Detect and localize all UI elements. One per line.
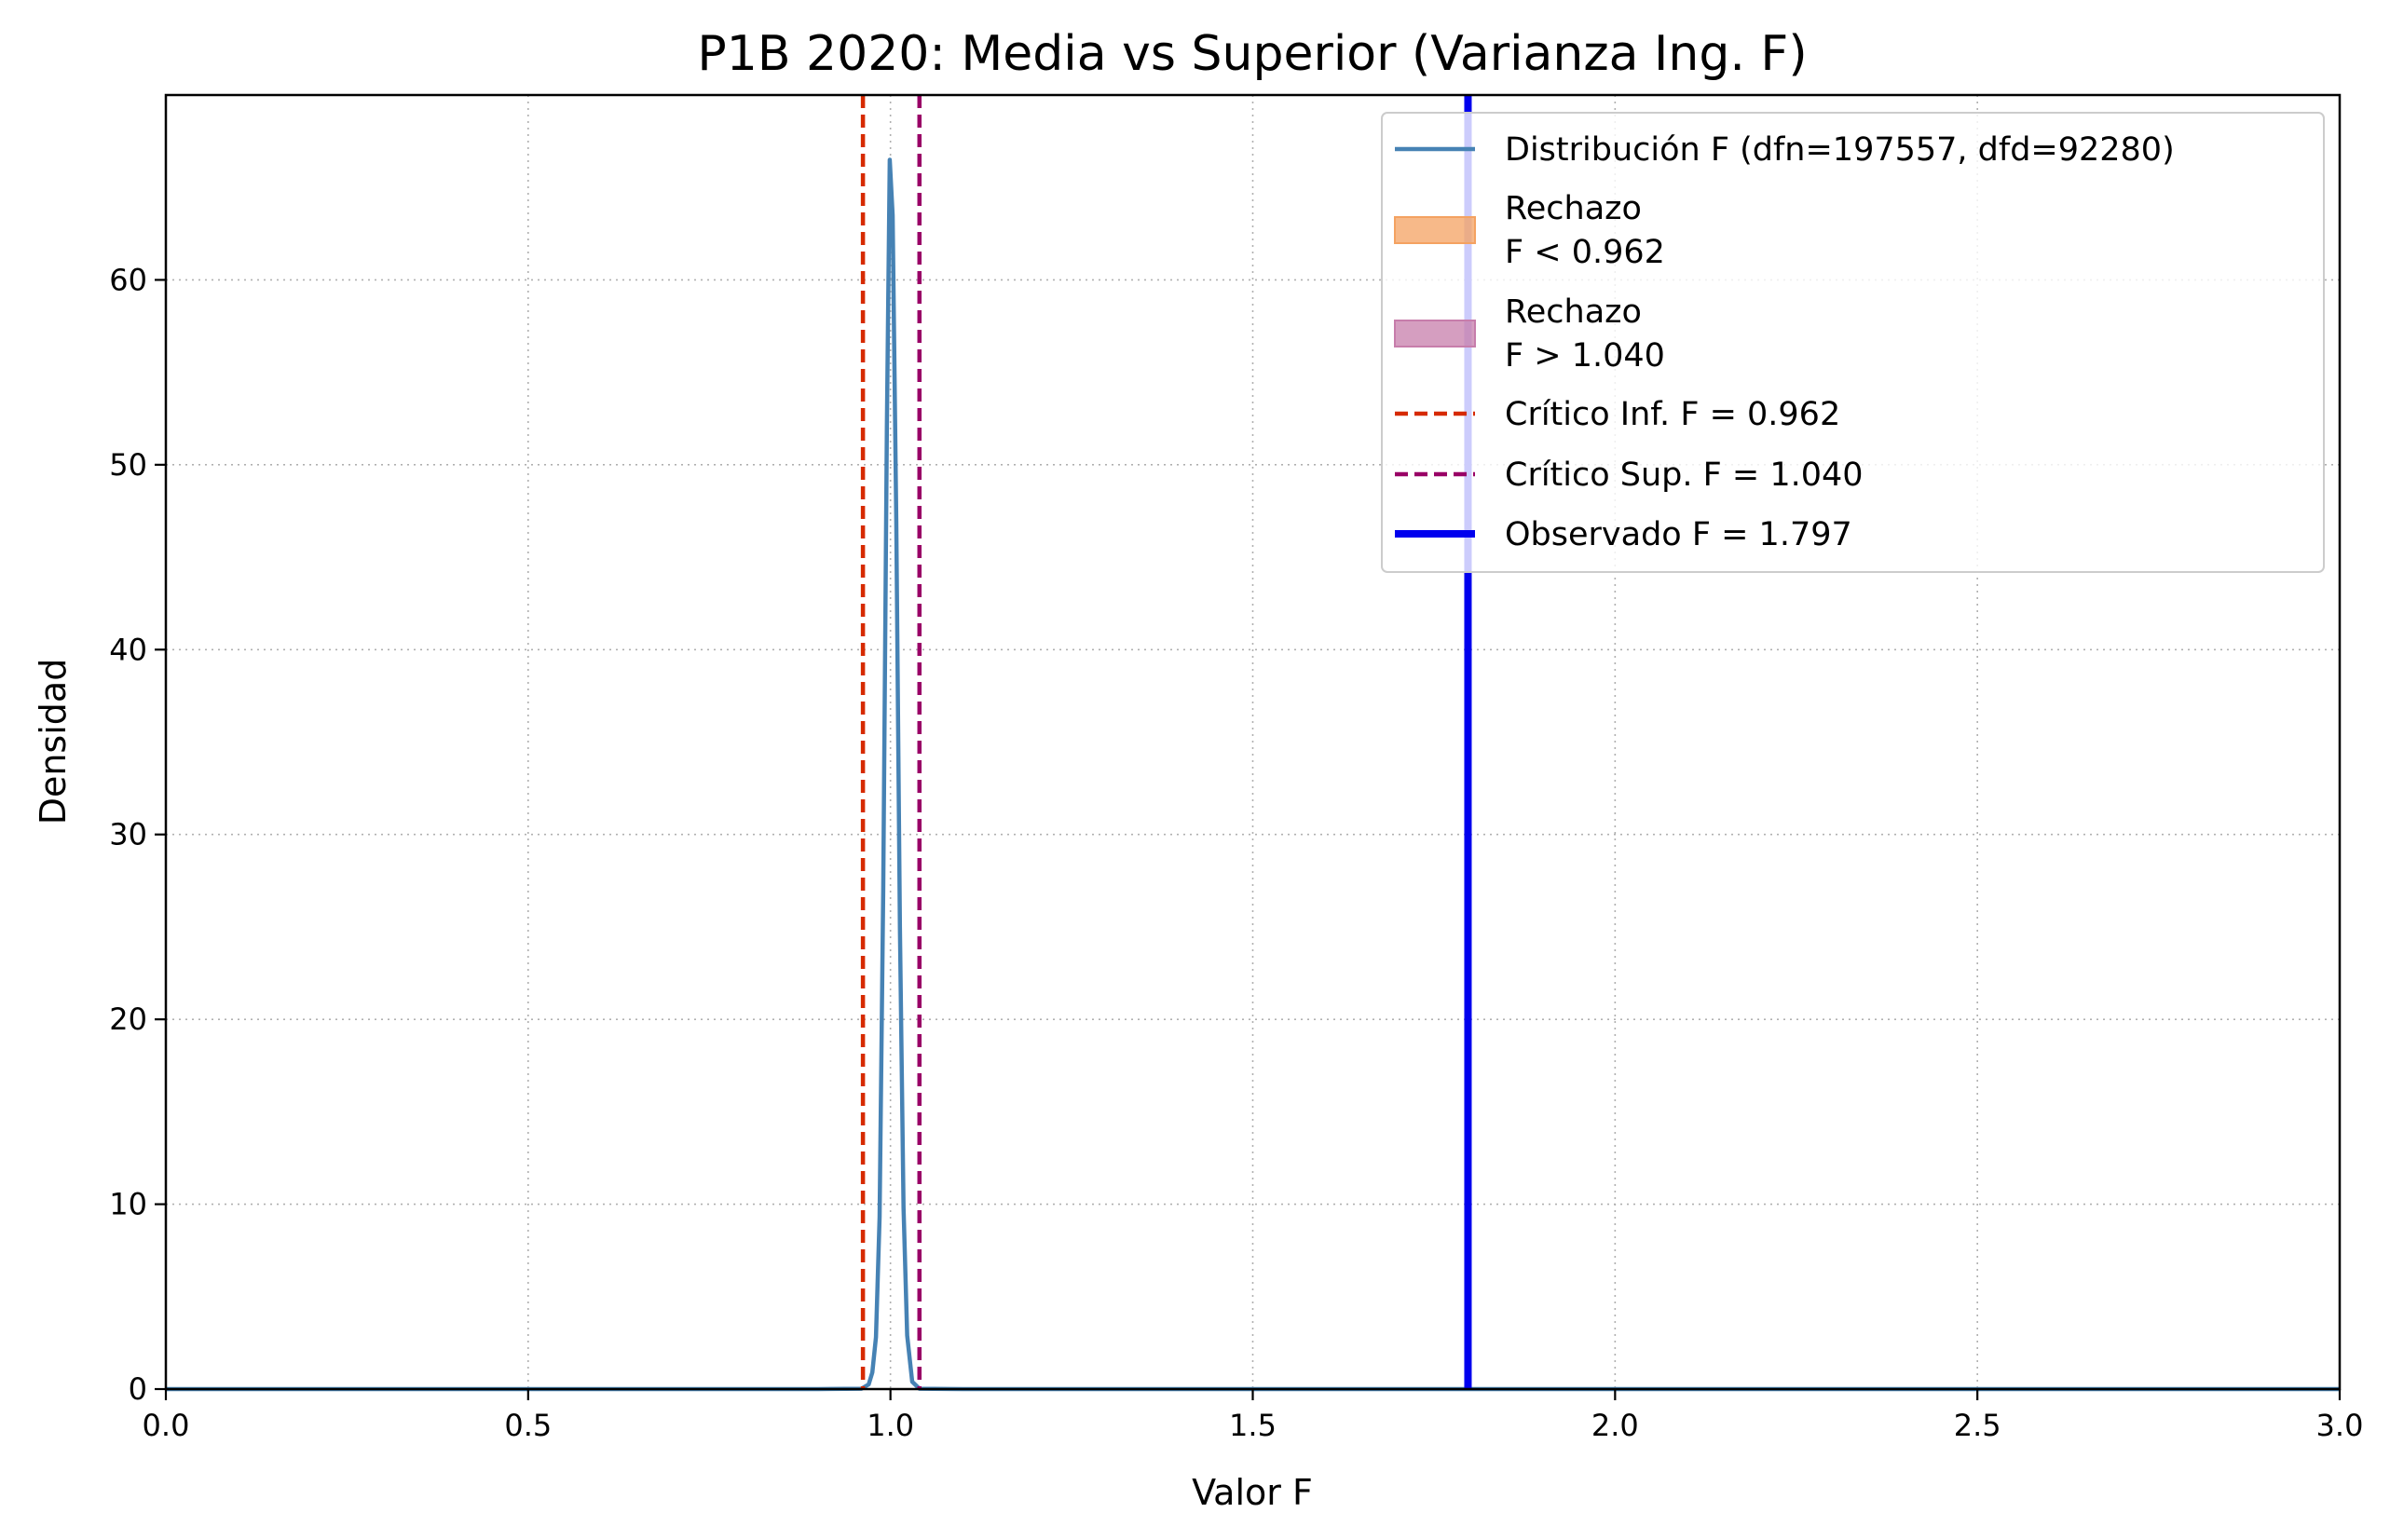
legend-label-density: Distribución F (dfn=197557, dfd=92280) [1505, 131, 2175, 169]
x-tick-label: 3.0 [2316, 1408, 2364, 1443]
y-axis-label: Densidad [33, 659, 74, 825]
y-tick-label: 10 [109, 1187, 147, 1222]
x-axis-label: Valor F [1192, 1472, 1313, 1513]
legend-label-rejection-upper-line2: F > 1.040 [1505, 337, 1665, 375]
legend-label-critical-lower-line: Crítico Inf. F = 0.962 [1505, 396, 1840, 433]
legend-label-rejection-upper-line1: Rechazo [1505, 293, 1642, 331]
x-tick-label: 2.5 [1954, 1408, 2001, 1443]
x-tick-label: 1.5 [1229, 1408, 1277, 1443]
legend-handle-rejection-upper [1394, 320, 1476, 348]
density-curve [166, 157, 2340, 1392]
x-tick-label: 0.5 [504, 1408, 552, 1443]
legend-label-observed-line: Observado F = 1.797 [1505, 516, 1852, 553]
chart-title: P1B 2020: Media vs Superior (Varianza In… [697, 26, 1807, 82]
y-tick-label: 20 [109, 1002, 147, 1037]
y-tick-label: 50 [109, 447, 147, 483]
x-tick-label: 2.0 [1591, 1408, 1639, 1443]
y-tick-label: 60 [109, 262, 147, 297]
legend-label-rejection-lower-line1: Rechazo [1505, 190, 1642, 227]
y-tick-label: 30 [109, 817, 147, 852]
legend-handle-rejection-lower [1394, 216, 1476, 244]
legend-box [1381, 112, 2325, 573]
x-tick-label: 1.0 [867, 1408, 914, 1443]
x-tick-label: 0.0 [143, 1408, 190, 1443]
axis-ticks: 0.0 0.5 1.0 1.5 2.0 2.5 3.0 0 10 20 30 40 50 60 [109, 262, 2363, 1443]
legend-label-rejection-lower-line2: F < 0.962 [1505, 234, 1665, 271]
legend-label-critical-upper-line: Crítico Sup. F = 1.040 [1505, 457, 1864, 494]
y-tick-label: 40 [109, 632, 147, 667]
y-tick-label: 0 [129, 1371, 147, 1407]
legend: Distribución F (dfn=197557, dfd=92280) Re… [1381, 112, 2325, 573]
